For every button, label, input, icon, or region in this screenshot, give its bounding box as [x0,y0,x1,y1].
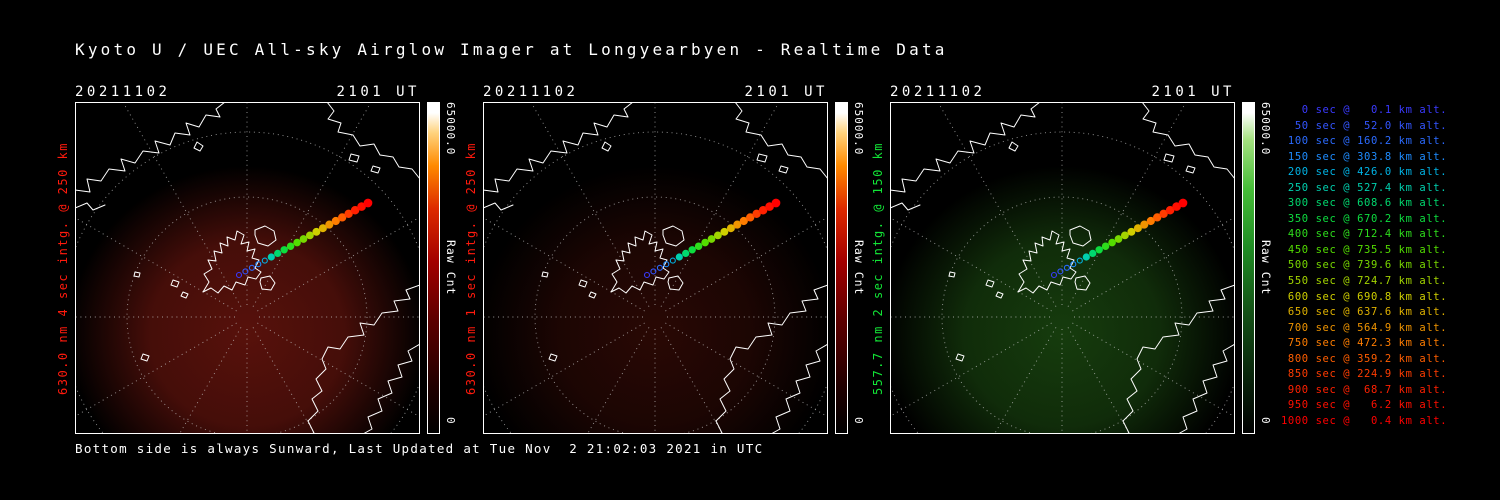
allsky-map [75,102,420,434]
panel-time: 2101 UT [744,84,828,100]
allsky-map [890,102,1235,434]
colorbar-max-label: 65000.0 [1259,102,1272,156]
legend-row: 400 sec @ 712.4 km alt. [1281,228,1448,241]
colorbar-min-label: 0 [444,417,457,424]
legend-row: 1000 sec @ 0.4 km alt. [1281,414,1448,427]
colorbar-title: Raw Cnt [852,240,866,296]
legend-row: 900 sec @ 68.7 km alt. [1281,383,1448,396]
panel-time: 2101 UT [1151,84,1235,100]
legend-row: 250 sec @ 527.4 km alt. [1281,181,1448,194]
allsky-map [483,102,828,434]
legend-row: 950 sec @ 6.2 km alt. [1281,399,1448,412]
legend-row: 850 sec @ 224.9 km alt. [1281,368,1448,381]
panel-header: 20211102 2101 UT [483,84,828,100]
panel-date: 20211102 [75,84,171,100]
legend-row: 0 sec @ 0.1 km alt. [1281,104,1448,116]
panel-557nm-2sec: 20211102 2101 UT 557.7 nm 2 sec intg. @ … [871,84,1290,450]
legend-row: 700 sec @ 564.9 km alt. [1281,321,1448,334]
legend-row: 650 sec @ 637.6 km alt. [1281,306,1448,319]
colorbar-min-label: 0 [852,417,865,424]
legend-row: 200 sec @ 426.0 km alt. [1281,166,1448,179]
panel-time: 2101 UT [336,84,420,100]
colorbar [835,102,848,434]
wavelength-label: 630.0 nm 4 sec intg. @ 250 km [56,141,70,395]
legend-row: 450 sec @ 735.5 km alt. [1281,243,1448,256]
panel-header: 20211102 2101 UT [890,84,1235,100]
panel-header: 20211102 2101 UT [75,84,420,100]
status-footer: Bottom side is always Sunward, Last Upda… [75,441,764,456]
panel-630nm-1sec: 20211102 2101 UT 630.0 nm 1 sec intg. @ … [464,84,883,450]
panel-date: 20211102 [483,84,579,100]
legend-row: 550 sec @ 724.7 km alt. [1281,275,1448,288]
legend-row: 50 sec @ 52.0 km alt. [1281,119,1448,132]
colorbar-min-label: 0 [1259,417,1272,424]
legend-row: 100 sec @ 160.2 km alt. [1281,135,1448,148]
legend-row: 350 sec @ 670.2 km alt. [1281,212,1448,225]
colorbar [1242,102,1255,434]
colorbar [427,102,440,434]
wavelength-label: 557.7 nm 2 sec intg. @ 150 km [871,141,885,395]
legend-row: 800 sec @ 359.2 km alt. [1281,352,1448,365]
legend-row: 750 sec @ 472.3 km alt. [1281,337,1448,350]
colorbar-title: Raw Cnt [444,240,458,296]
panel-date: 20211102 [890,84,986,100]
legend-row: 150 sec @ 303.8 km alt. [1281,150,1448,163]
panel-630nm-4sec: 20211102 2101 UT 630.0 nm 4 sec intg. @ … [56,84,475,450]
colorbar-max-label: 65000.0 [852,102,865,156]
colorbar-max-label: 65000.0 [444,102,457,156]
legend-row: 500 sec @ 739.6 km alt. [1281,259,1448,272]
track-time-altitude-legend: 0 sec @ 0.1 km alt. 50 sec @ 52.0 km alt… [1281,103,1447,429]
legend-row: 300 sec @ 608.6 km alt. [1281,197,1448,210]
page-title: Kyoto U / UEC All-sky Airglow Imager at … [75,40,948,59]
wavelength-label: 630.0 nm 1 sec intg. @ 250 km [464,141,478,395]
legend-row: 600 sec @ 690.8 km alt. [1281,290,1448,303]
colorbar-title: Raw Cnt [1259,240,1273,296]
